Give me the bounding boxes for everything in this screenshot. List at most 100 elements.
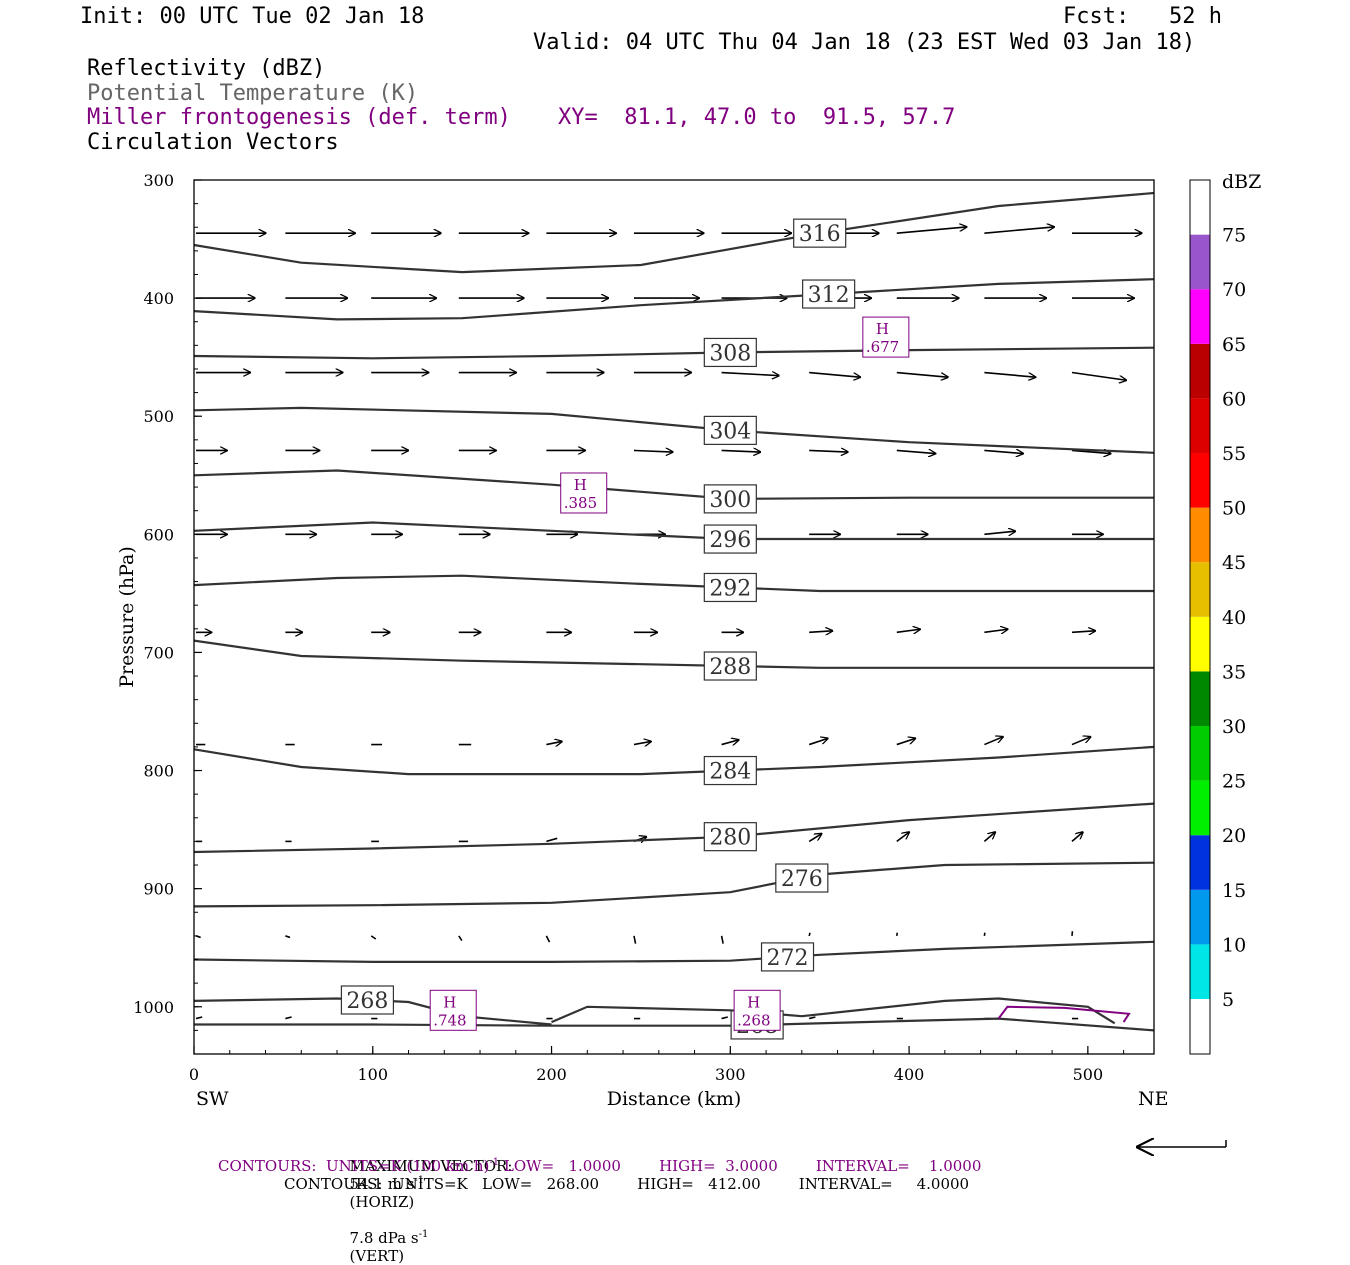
max-vert-value: 7.8 dPa s xyxy=(350,1229,419,1247)
colorbar-swatch xyxy=(1190,617,1210,672)
circulation-vector xyxy=(984,629,1007,632)
isentrope-line xyxy=(194,279,1154,319)
contour1-units: CONTOURS: UNITS=K (100 km h) xyxy=(218,1157,489,1175)
isentrope-label: 284 xyxy=(709,760,751,785)
frontogenesis-max-label: H xyxy=(574,476,587,494)
circulation-vector xyxy=(722,373,779,376)
isentrope-line xyxy=(194,747,1154,774)
colorbar-swatch xyxy=(1190,835,1210,890)
colorbar-level-label: 50 xyxy=(1222,498,1246,520)
x-tick-label: 500 xyxy=(1073,1065,1104,1084)
circulation-vector xyxy=(897,832,909,841)
isentrope-label: 268 xyxy=(346,989,388,1014)
colorbar-swatch xyxy=(1190,890,1210,945)
y-tick-label: 300 xyxy=(143,171,174,190)
circulation-vector xyxy=(984,227,1054,233)
circulation-vector xyxy=(196,1017,202,1019)
frontogenesis-max-value: .677 xyxy=(866,338,899,356)
isentrope-line xyxy=(552,999,1115,1024)
circulation-vector xyxy=(634,936,636,944)
circulation-vector xyxy=(722,740,739,745)
x-end-label-ne: NE xyxy=(1138,1088,1169,1110)
frontogenesis-max-value: .748 xyxy=(433,1011,466,1029)
y-tick-label: 800 xyxy=(143,762,174,781)
circulation-vector xyxy=(897,738,916,744)
isentrope-label: 304 xyxy=(709,419,751,444)
colorbar-level-label: 15 xyxy=(1222,880,1246,902)
circulation-vector xyxy=(897,629,920,632)
colorbar-level-label: 10 xyxy=(1222,934,1246,956)
colorbar-swatch xyxy=(1190,944,1210,999)
circulation-vectors xyxy=(196,227,1142,1019)
y-tick-label: 700 xyxy=(143,643,174,662)
circulation-vector xyxy=(897,227,967,233)
circulation-vector xyxy=(459,936,462,941)
y-tick-label: 500 xyxy=(143,407,174,426)
frontogenesis-max-value: .268 xyxy=(737,1011,770,1029)
circulation-vector xyxy=(285,936,290,938)
circulation-vector xyxy=(809,373,860,378)
y-tick-label: 1000 xyxy=(133,998,174,1017)
isentrope-line xyxy=(194,576,1154,591)
colorbar-swatch-below xyxy=(1190,999,1210,1054)
isentrope-label: 316 xyxy=(799,222,841,247)
colorbar-level-label: 75 xyxy=(1222,225,1246,247)
isentrope-line xyxy=(194,471,1154,499)
circulation-vector xyxy=(722,936,724,944)
colorbar-level-label: 20 xyxy=(1222,825,1246,847)
colorbar-level-label: 30 xyxy=(1222,716,1246,738)
x-tick-label: 300 xyxy=(715,1065,746,1084)
circulation-vector xyxy=(984,373,1035,378)
colorbar-level-label: 60 xyxy=(1222,388,1246,410)
colorbar-swatch xyxy=(1190,508,1210,563)
x-tick-label: 400 xyxy=(894,1065,925,1084)
circulation-vector xyxy=(634,741,651,744)
y-axis-label: Pressure (hPa) xyxy=(116,546,138,688)
isentrope-label: 296 xyxy=(709,528,751,553)
circulation-vector xyxy=(897,450,936,453)
isentrope-label: 272 xyxy=(767,946,809,971)
circulation-vector xyxy=(809,933,810,936)
x-axis-label: Distance (km) xyxy=(607,1088,742,1110)
colorbar-swatch xyxy=(1190,726,1210,781)
colorbar-swatch xyxy=(1190,289,1210,344)
circulation-vector xyxy=(984,450,1023,453)
circulation-vector xyxy=(1072,737,1091,745)
circulation-vector xyxy=(984,531,1015,534)
frontogenesis-max-label: H xyxy=(747,993,760,1011)
circulation-vector xyxy=(809,450,848,452)
colorbar-swatch xyxy=(1190,781,1210,836)
circulation-vector xyxy=(809,631,832,633)
circulation-vector xyxy=(897,373,948,378)
y-tick-label: 600 xyxy=(143,525,174,544)
circulation-vector xyxy=(546,838,557,841)
x-end-label-sw: SW xyxy=(196,1088,229,1110)
circulation-vector xyxy=(722,1017,728,1019)
isentrope-line xyxy=(194,804,1154,852)
max-vert-tag: (VERT) xyxy=(350,1247,405,1265)
circulation-vector xyxy=(984,832,995,841)
circulation-vector xyxy=(1072,373,1126,381)
frontogenesis-max-value: .385 xyxy=(564,494,597,512)
colorbar-level-label: 55 xyxy=(1222,443,1246,465)
colorbar-swatch xyxy=(1190,453,1210,508)
contour1-exponent: -1 xyxy=(489,1157,499,1168)
footer-contours-theta: CONTOURS: UNITS=K LOW= 268.00 HIGH= 412.… xyxy=(284,1175,969,1193)
colorbar-level-label: 65 xyxy=(1222,334,1246,356)
footer-contours-frontogenesis: CONTOURS: UNITS=K (100 km h)-1 LOW= 1.00… xyxy=(218,1157,981,1175)
colorbar-swatch xyxy=(1190,398,1210,453)
isentrope-line xyxy=(194,523,1154,540)
colorbar-swatch xyxy=(1190,180,1210,235)
colorbar-level-label: 35 xyxy=(1222,661,1246,683)
frontogenesis-max-label: H xyxy=(876,320,889,338)
isentrope-line xyxy=(194,348,1154,359)
circulation-vector xyxy=(546,741,562,744)
max-horiz-tag: (HORIZ) xyxy=(350,1193,415,1211)
circulation-vector xyxy=(1072,832,1083,841)
plot-frame xyxy=(194,180,1154,1054)
colorbar-swatch xyxy=(1190,671,1210,726)
circulation-vector xyxy=(809,834,821,842)
y-tick-label: 900 xyxy=(143,880,174,899)
circulation-vector xyxy=(634,450,673,452)
